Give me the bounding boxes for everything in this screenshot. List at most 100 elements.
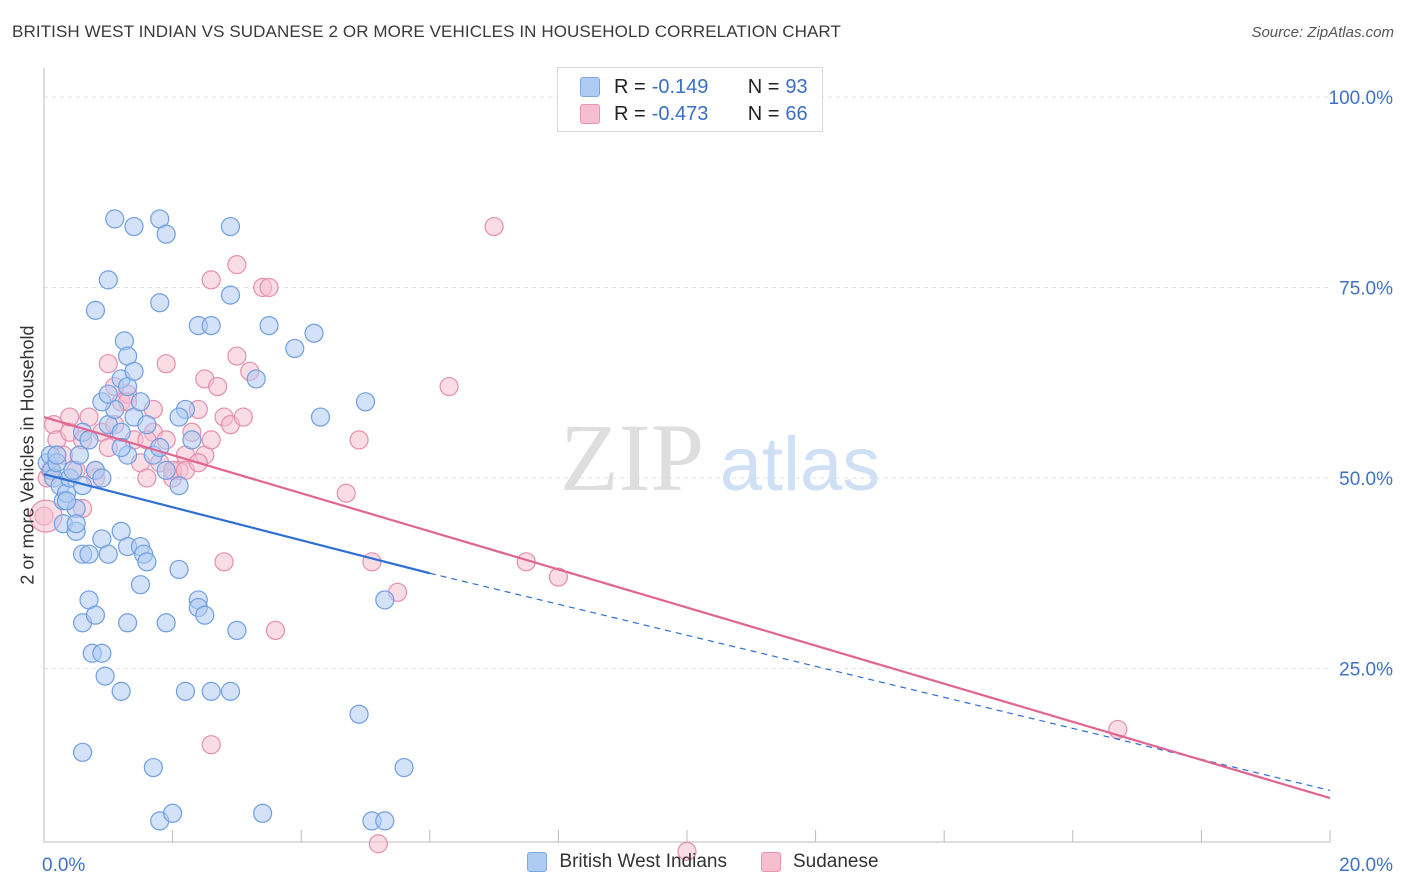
blue-swatch (580, 77, 600, 97)
british-west-indians-point (182, 430, 202, 450)
r-value: -0.473 (651, 102, 709, 125)
british-west-indians-point (156, 613, 176, 633)
legend-row-pink: R = -0.473 N = 66 (580, 101, 808, 127)
sudanese-point (227, 255, 247, 275)
sudanese-point (156, 354, 176, 374)
legend-label: Sudanese (792, 851, 879, 872)
british-west-indians-point (304, 323, 324, 343)
sudanese-point (677, 841, 697, 861)
british-west-indians-point (163, 803, 183, 823)
chart-title: BRITISH WEST INDIAN VS SUDANESE 2 OR MOR… (12, 22, 841, 41)
watermark-zip: ZIP (560, 404, 704, 511)
y-tick-label: 75.0% (1339, 279, 1393, 300)
british-west-indians-point (79, 430, 99, 450)
trend-lines (43, 415, 1331, 800)
correlation-legend: R = -0.149 N = 93 R = -0.473 N = 66 (557, 67, 823, 132)
british-west-indians-point (310, 407, 331, 427)
british-west-indians-point (169, 559, 189, 580)
british-west-indians-point (66, 514, 86, 534)
british-west-indians-point (69, 445, 89, 465)
british-west-indians-point (47, 445, 67, 465)
british-west-indians-point (111, 437, 131, 458)
y-tick-label: 100.0% (1329, 88, 1394, 109)
british-west-indians-point (220, 216, 241, 237)
sudanese-point (201, 735, 221, 755)
british-west-indians-point (124, 361, 144, 381)
british-west-indians-point (253, 803, 273, 823)
blue-swatch (527, 852, 548, 872)
british-west-indians-trend-line (43, 473, 431, 575)
pink-swatch (760, 852, 781, 872)
sudanese-point (98, 354, 118, 374)
british-west-indians-point (195, 605, 215, 625)
legend-row-blue: R = -0.149 N = 93 (580, 74, 808, 100)
british-west-indians-point (137, 415, 157, 435)
british-west-indians-point (394, 757, 414, 778)
british-west-indians-point (201, 316, 221, 336)
british-west-indians-point (156, 460, 176, 480)
british-west-indians-point (227, 620, 247, 641)
sudanese-point (548, 567, 569, 587)
sudanese-point (60, 407, 80, 427)
watermark: ZIP atlas (560, 404, 880, 511)
british-west-indians-point (285, 338, 305, 359)
sudanese-point (349, 430, 369, 450)
series-legend: British West Indians Sudanese (0, 851, 1406, 873)
sudanese-trend-line (43, 415, 1331, 800)
watermark-atlas: atlas (720, 422, 881, 507)
british-west-indians-point (85, 300, 106, 320)
british-west-indians-point (175, 681, 196, 701)
sudanese-point (201, 430, 221, 450)
british-west-indians-point (375, 590, 395, 610)
r-label: R = (614, 102, 646, 125)
legend-item-sudanese[interactable]: Sudanese (760, 851, 879, 873)
sudanese-point (233, 407, 253, 427)
british-west-indians-point (201, 681, 221, 701)
r-label: R = (614, 75, 646, 98)
british-west-indians-point (259, 316, 279, 336)
x-tick-label: 20.0% (1339, 855, 1393, 876)
sudanese-point (214, 552, 234, 572)
n-value: 66 (785, 102, 808, 125)
british-west-indians-point (375, 811, 395, 831)
british-west-indians-point (124, 216, 144, 237)
sudanese-point (265, 620, 286, 641)
n-label: N = (747, 75, 780, 98)
british-west-indians-point (220, 681, 241, 701)
british-west-indians-point (98, 384, 118, 404)
british-west-indians-point (355, 392, 376, 412)
r-value: -0.149 (651, 75, 709, 98)
british-west-indians-point (156, 224, 176, 244)
british-west-indians-point (143, 757, 163, 778)
n-value: 93 (785, 75, 808, 98)
sudanese-point (259, 277, 279, 298)
sudanese-point (208, 376, 228, 397)
y-axis-label: 2 or more Vehicles in Household (17, 325, 38, 585)
x-tick-label: 0.0% (42, 855, 85, 876)
sudanese-point (137, 468, 157, 488)
sudanese-point (362, 552, 382, 572)
british-west-indians-point (117, 613, 138, 633)
british-west-indians-point (220, 285, 241, 305)
sudanese-point (227, 346, 247, 366)
british-west-indians-point (246, 369, 266, 389)
sudanese-point (484, 216, 504, 237)
british-west-indians-point (98, 270, 118, 290)
british-west-indians-points (37, 209, 414, 831)
british-west-indians-point (85, 605, 106, 625)
y-tick-label: 25.0% (1339, 660, 1393, 681)
legend-label: British West Indians (559, 851, 727, 872)
british-west-indians-point (150, 293, 170, 313)
n-label: N = (747, 102, 780, 125)
legend-item-british-west-indians[interactable]: British West Indians (527, 851, 727, 873)
sudanese-point (368, 834, 388, 854)
source-label: Source: ZipAtlas.com (1251, 24, 1394, 41)
british-west-indians-point (72, 742, 93, 762)
british-west-indians-point (137, 552, 157, 572)
sudanese-point (336, 483, 356, 503)
pink-swatch (580, 104, 600, 124)
british-west-indians-point (98, 544, 118, 564)
gridlines (44, 96, 1330, 669)
british-west-indians-point (92, 643, 112, 663)
